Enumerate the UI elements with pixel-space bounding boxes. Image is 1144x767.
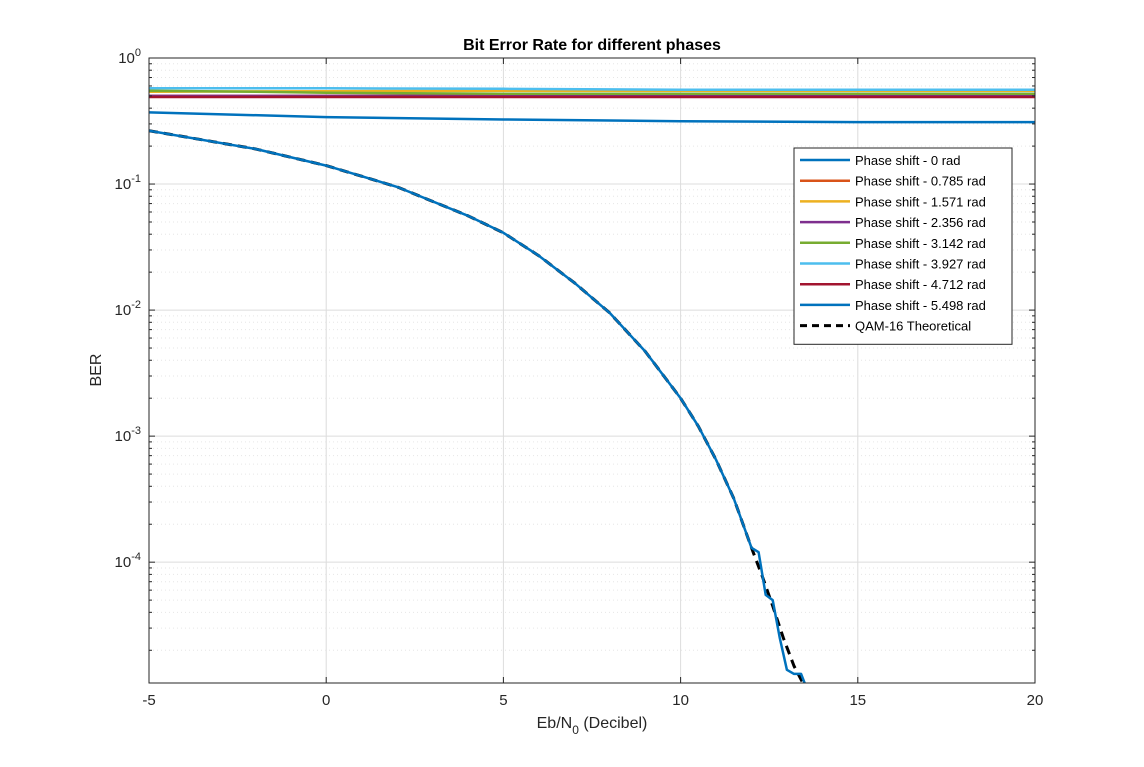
chart-title: Bit Error Rate for different phases <box>463 37 721 54</box>
x-axis-label-rest: (Decibel) <box>579 715 647 732</box>
legend-label-7: Phase shift - 5.498 rad <box>855 298 986 313</box>
x-axis-label-main: Eb/N <box>537 715 573 732</box>
y-tick-label: 100 <box>118 47 141 67</box>
y-tick-label: 10-1 <box>115 173 141 193</box>
legend: Phase shift - 0 rad Phase shift - 0.785 r… <box>793 147 1013 345</box>
y-tick-label: 10-2 <box>115 299 141 319</box>
x-tick-label: -5 <box>142 692 155 709</box>
legend-label-5: Phase shift - 3.927 rad <box>855 257 986 272</box>
legend-label-8: QAM-16 Theoretical <box>855 319 971 334</box>
x-tick-label: 5 <box>499 692 507 709</box>
series-line-7 <box>149 111 1035 124</box>
series-line-0 <box>149 129 806 683</box>
x-tick-label: 10 <box>672 692 689 709</box>
legend-label-6: Phase shift - 4.712 rad <box>855 277 986 292</box>
legend-label-3: Phase shift - 2.356 rad <box>855 215 986 230</box>
legend-label-2: Phase shift - 1.571 rad <box>855 194 986 209</box>
axes: -5 0 5 10 15 20 100 10-1 10-2 10-3 10-4 <box>115 47 1044 709</box>
legend-label-4: Phase shift - 3.142 rad <box>855 236 986 251</box>
y-axis-label: BER <box>88 354 105 387</box>
x-axis-label: Eb/N0 (Decibel) <box>537 715 648 737</box>
x-tick-label: 15 <box>849 692 866 709</box>
plot-frame <box>148 57 1036 684</box>
legend-label-1: Phase shift - 0.785 rad <box>855 174 986 189</box>
x-tick-label: 20 <box>1027 692 1044 709</box>
legend-label-0: Phase shift - 0 rad <box>855 153 961 168</box>
series-line-5 <box>149 87 1035 91</box>
x-tick-label: 0 <box>322 692 330 709</box>
series-line-4 <box>149 89 1035 96</box>
x-axis-label-sub: 0 <box>572 723 579 737</box>
y-tick-label: 10-3 <box>115 425 141 445</box>
series-layer <box>149 87 1035 683</box>
y-tick-label: 10-4 <box>115 551 141 571</box>
